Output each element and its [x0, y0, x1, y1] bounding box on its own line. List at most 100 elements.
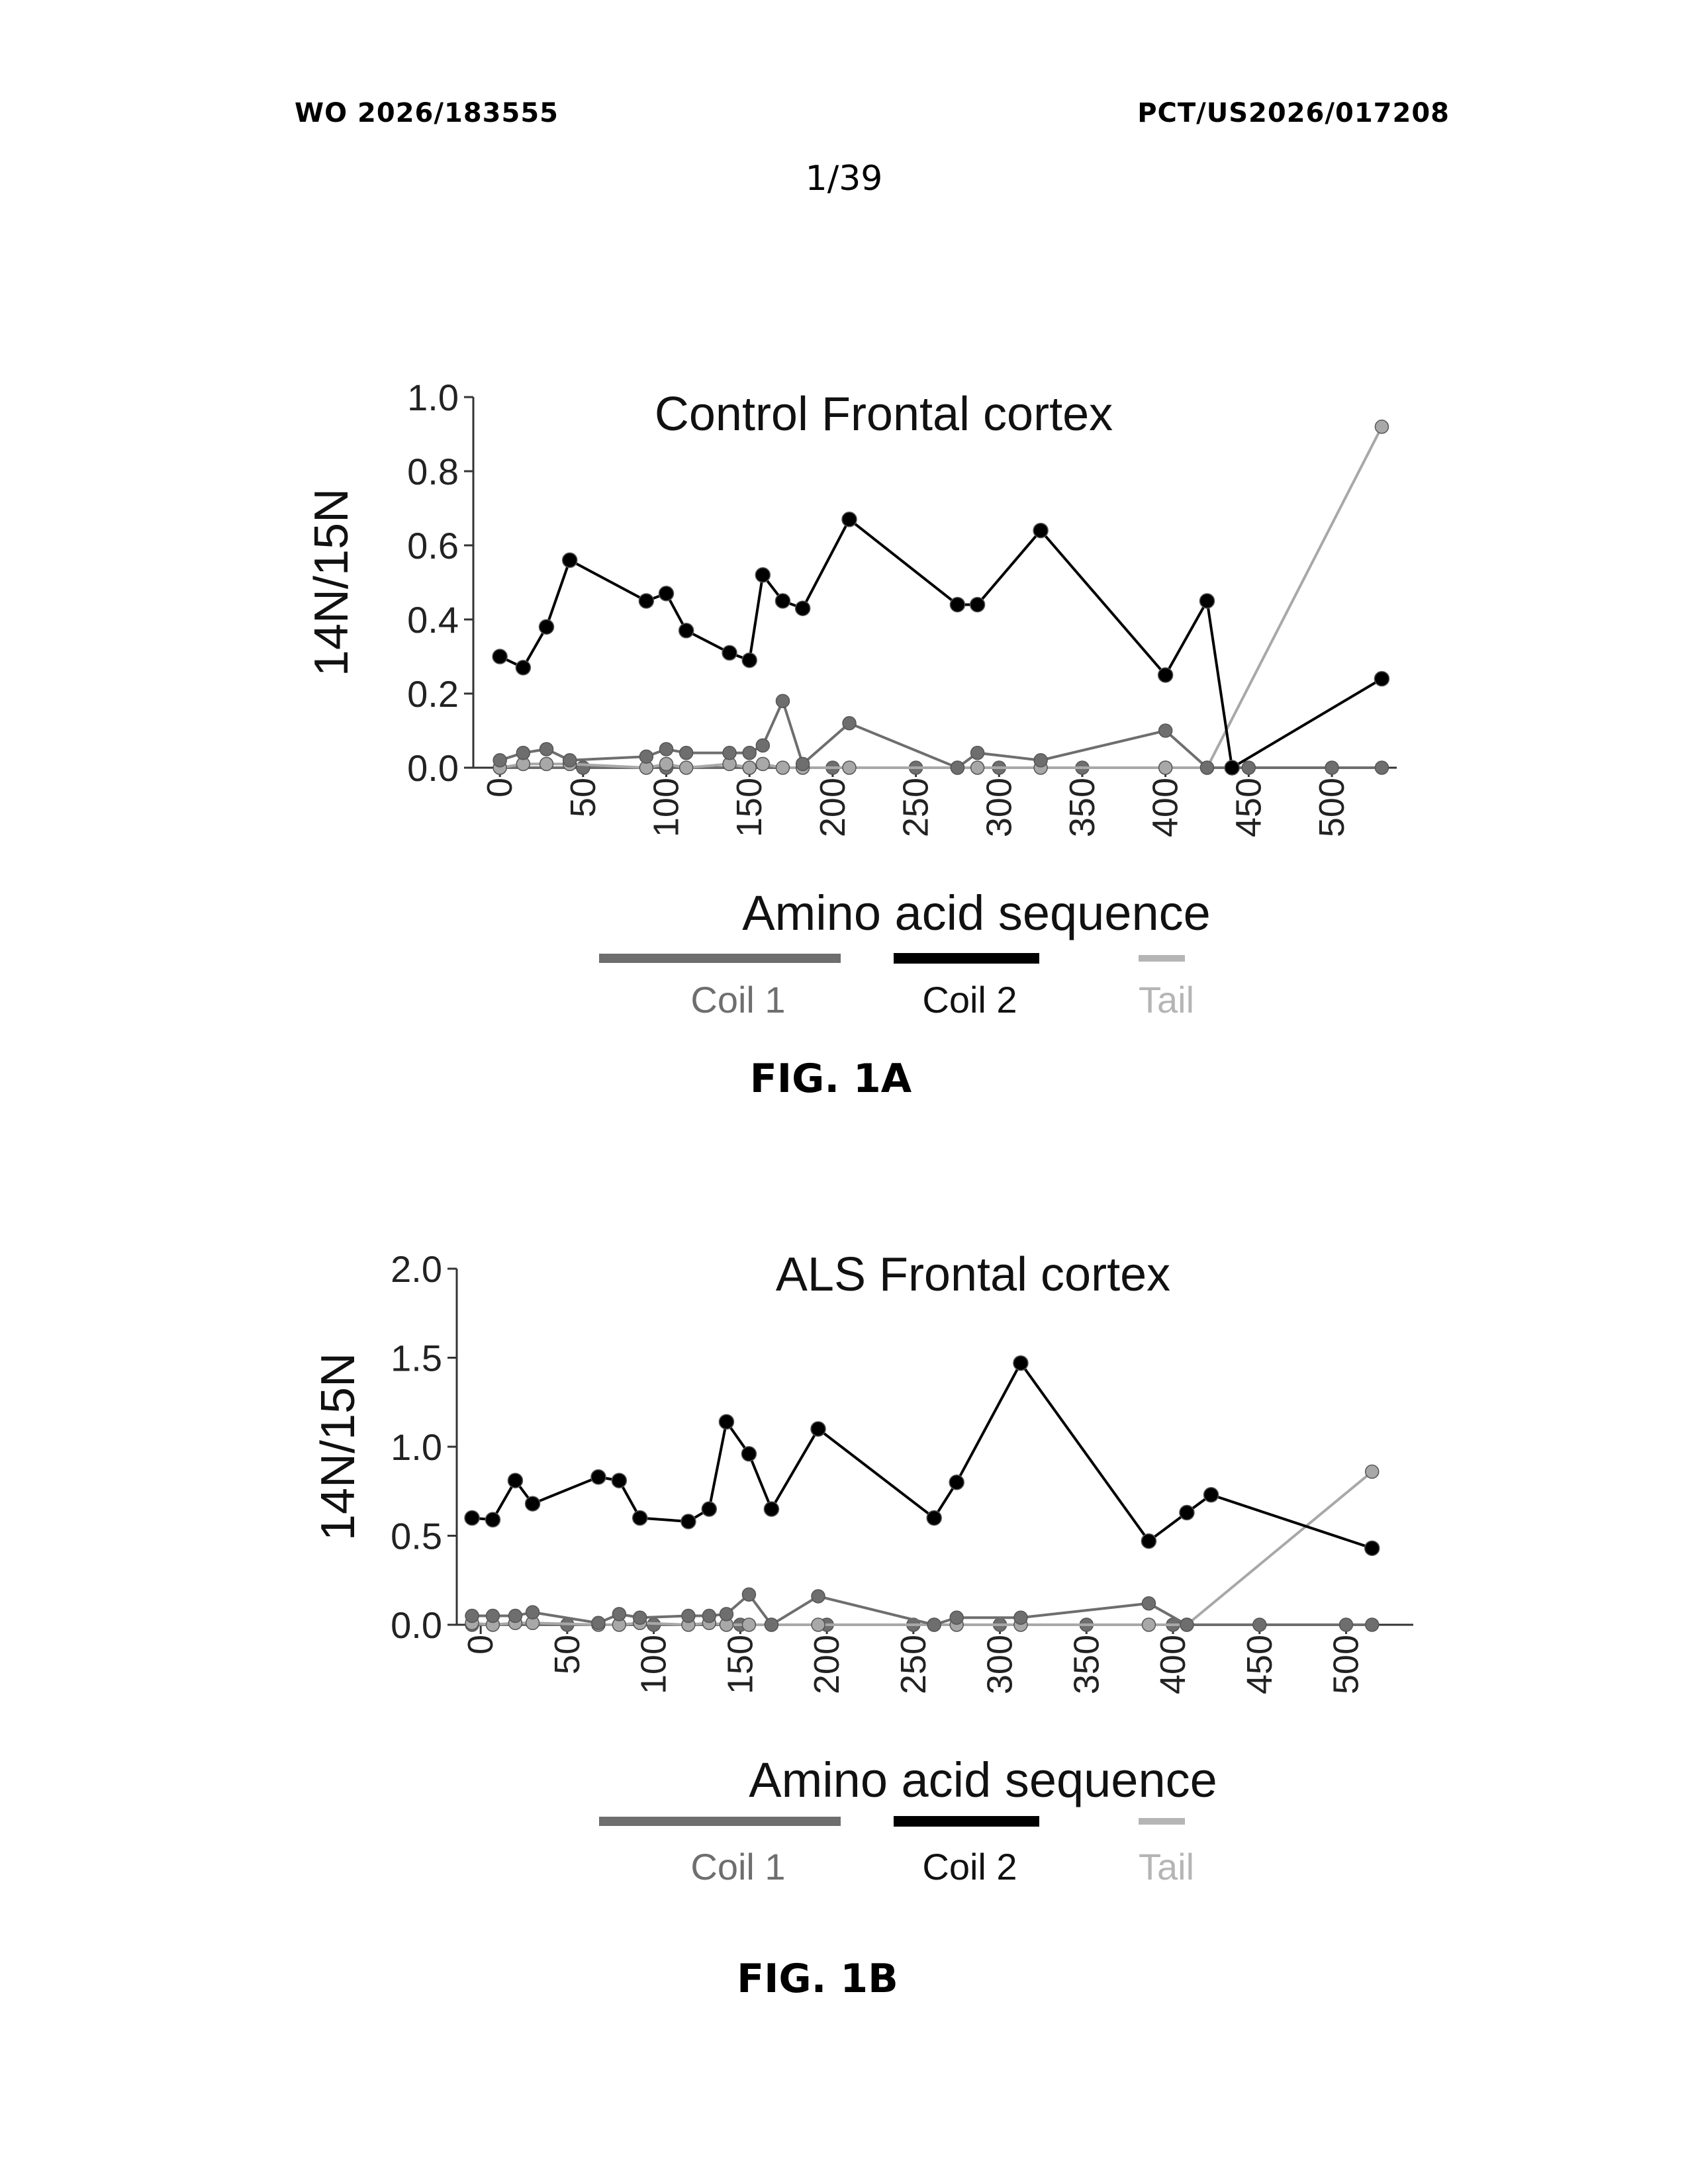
data-point — [660, 743, 673, 756]
data-point — [1159, 761, 1172, 774]
data-point — [1375, 420, 1388, 433]
y-tick-label: 1.0 — [391, 1426, 442, 1468]
data-point — [1014, 1611, 1027, 1624]
data-point — [743, 761, 756, 774]
data-point — [508, 1473, 522, 1488]
data-point — [811, 1422, 825, 1436]
data-point — [539, 619, 554, 634]
x-tick-label: 50 — [563, 778, 603, 817]
data-point — [1180, 1618, 1194, 1631]
data-point — [756, 757, 769, 770]
data-point — [1204, 1488, 1219, 1502]
data-point — [927, 1511, 941, 1525]
x-axis-label: Amino acid sequence — [749, 1752, 1217, 1807]
data-point — [465, 1511, 479, 1525]
x-tick-label: 200 — [813, 778, 853, 837]
data-point — [516, 660, 530, 675]
y-axis-label: 14N/15N — [312, 1353, 365, 1541]
data-point — [1374, 672, 1389, 686]
data-point — [682, 1610, 695, 1623]
chart-title: ALS Frontal cortex — [776, 1248, 1170, 1301]
data-point — [633, 1611, 647, 1624]
data-point — [486, 1610, 499, 1623]
data-point — [742, 653, 757, 668]
x-tick-label: 350 — [1062, 778, 1102, 837]
data-point — [723, 747, 736, 760]
x-axis-label: Amino acid sequence — [742, 886, 1211, 940]
x-tick-label: 150 — [720, 1635, 760, 1694]
data-point — [577, 761, 590, 774]
x-tick-label: 300 — [979, 778, 1019, 837]
y-tick-label: 0.0 — [407, 747, 459, 789]
series-line — [472, 1363, 1372, 1549]
data-point — [659, 586, 674, 601]
data-point — [720, 1608, 733, 1621]
data-point — [776, 694, 789, 707]
chart-als-frontal-cortex: ALS Frontal cortex14N/15N0.00.51.01.52.0… — [0, 1218, 1688, 1946]
x-tick-label: 450 — [1240, 1635, 1280, 1694]
data-point — [492, 649, 507, 664]
data-point — [776, 761, 789, 774]
data-point — [1141, 1534, 1156, 1549]
publication-number: WO 2026/183555 — [295, 98, 559, 128]
application-number: PCT/US2026/017208 — [1137, 98, 1450, 128]
data-point — [563, 553, 577, 567]
data-point — [540, 743, 553, 756]
data-point — [971, 747, 984, 760]
data-point — [741, 1447, 756, 1461]
data-point — [1366, 1618, 1379, 1631]
data-point — [722, 645, 737, 660]
y-tick-label: 0.0 — [391, 1604, 442, 1646]
data-point — [1180, 1506, 1194, 1520]
data-point — [1253, 1618, 1266, 1631]
series-line — [500, 701, 1207, 768]
data-point — [756, 739, 769, 752]
data-point — [1242, 761, 1255, 774]
data-point — [633, 1511, 647, 1525]
data-point — [591, 1470, 606, 1484]
series-line — [472, 1472, 1372, 1625]
page-number: 1/39 — [0, 159, 1688, 199]
x-tick-label: 250 — [894, 1635, 933, 1694]
y-tick-label: 0.4 — [407, 599, 459, 641]
legend-label: Tail — [1139, 979, 1194, 1021]
x-tick-label: 350 — [1066, 1635, 1106, 1694]
data-point — [1033, 523, 1048, 538]
y-axis-label: 14N/15N — [305, 488, 358, 676]
data-point — [842, 512, 857, 527]
data-point — [775, 594, 790, 608]
legend-label: Coil 2 — [922, 1846, 1017, 1888]
series-line — [500, 427, 1382, 768]
data-point — [660, 757, 673, 770]
y-tick-label: 0.5 — [391, 1516, 442, 1557]
legend-label: Coil 1 — [690, 979, 785, 1021]
data-point — [971, 761, 984, 774]
legend-label: Coil 2 — [922, 979, 1017, 1021]
data-point — [951, 761, 964, 774]
data-point — [563, 754, 577, 767]
x-tick-label: 0 — [480, 778, 520, 797]
data-point — [702, 1502, 716, 1516]
data-point — [950, 1611, 963, 1624]
data-point — [742, 1618, 755, 1631]
data-point — [843, 717, 856, 730]
data-point — [702, 1610, 716, 1623]
data-point — [812, 1590, 825, 1603]
data-point — [843, 761, 856, 774]
x-tick-label: 150 — [729, 778, 769, 837]
data-point — [680, 761, 693, 774]
chart-control-frontal-cortex: Control Frontal cortex14N/15N0.00.20.40.… — [0, 344, 1688, 1059]
y-tick-label: 0.8 — [407, 451, 459, 492]
x-tick-label: 300 — [980, 1635, 1020, 1694]
data-point — [950, 598, 964, 612]
x-tick-label: 400 — [1146, 778, 1186, 837]
data-point — [812, 1618, 825, 1631]
data-point — [679, 623, 694, 638]
data-point — [1200, 761, 1213, 774]
data-point — [681, 1514, 696, 1529]
data-point — [639, 594, 653, 608]
data-point — [1142, 1618, 1155, 1631]
data-point — [540, 757, 553, 770]
data-point — [592, 1616, 605, 1629]
data-point — [612, 1473, 626, 1488]
